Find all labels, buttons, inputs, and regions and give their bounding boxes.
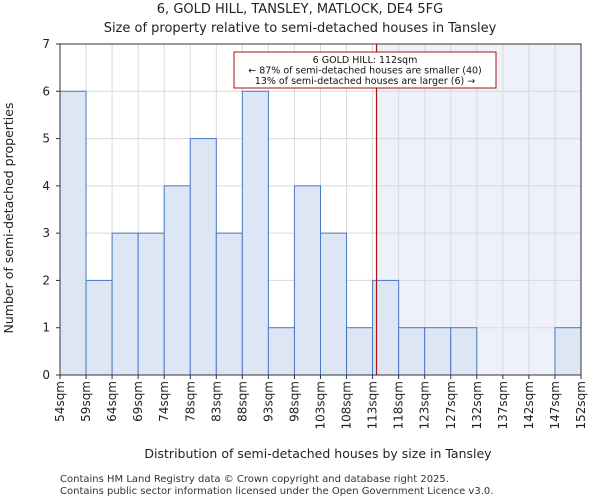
y-tick-label: 7 <box>42 37 50 51</box>
histogram-bar <box>320 232 348 376</box>
footer-line-2: Contains public sector information licen… <box>60 486 493 497</box>
histogram-bar <box>85 279 113 376</box>
x-tick-label: 142sqm <box>522 381 536 429</box>
x-tick-label: 118sqm <box>392 381 406 429</box>
y-tick-label: 1 <box>42 321 50 335</box>
chart-title: 6, GOLD HILL, TANSLEY, MATLOCK, DE4 5FG <box>157 2 443 17</box>
x-tick-label: 103sqm <box>314 381 328 429</box>
x-tick-label: 113sqm <box>366 381 380 429</box>
x-tick-label: 98sqm <box>287 381 301 422</box>
y-tick-label: 2 <box>42 273 50 287</box>
x-tick-label: 69sqm <box>131 381 145 422</box>
histogram-bar <box>189 138 217 376</box>
x-tick-label: 132sqm <box>470 381 484 429</box>
x-tick-label: 152sqm <box>574 381 588 429</box>
y-tick-label: 4 <box>42 179 50 193</box>
footer-line-1: Contains HM Land Registry data © Crown c… <box>60 474 449 485</box>
histogram-bar <box>293 185 322 376</box>
annotation-line-3: 13% of semi-detached houses are larger (… <box>255 76 475 87</box>
annotation-line-2: ← 87% of semi-detached houses are smalle… <box>248 66 482 77</box>
x-tick-label: 64sqm <box>105 381 119 422</box>
marker-annotation: 6 GOLD HILL: 112sqm ← 87% of semi-detach… <box>233 51 497 89</box>
histogram-bar <box>267 327 295 376</box>
x-axis-label: Distribution of semi-detached houses by … <box>144 446 492 461</box>
x-tick-label: 78sqm <box>183 381 197 422</box>
y-tick-label: 0 <box>42 368 50 382</box>
larger-region-shade <box>376 44 581 375</box>
histogram-bar <box>346 327 374 376</box>
x-tick-label: 74sqm <box>157 381 171 422</box>
histogram-bar <box>111 232 139 376</box>
annotation-line-1: 6 GOLD HILL: 112sqm <box>313 55 418 66</box>
x-tick-label: 137sqm <box>496 381 510 429</box>
histogram-bar <box>163 185 191 376</box>
chart-subtitle: Size of property relative to semi-detach… <box>104 21 497 36</box>
x-tick-label: 83sqm <box>209 381 223 422</box>
x-tick-label: 59sqm <box>79 381 93 422</box>
histogram-bar <box>215 232 243 376</box>
histogram-bar <box>137 232 165 376</box>
histogram-bar <box>554 327 582 376</box>
x-tick-label: 123sqm <box>418 381 432 429</box>
annotation-box <box>233 51 497 89</box>
y-tick-label: 6 <box>42 84 50 98</box>
histogram-bar <box>450 327 478 376</box>
y-tick-label: 5 <box>42 132 50 146</box>
histogram-bar <box>424 327 452 376</box>
histogram-bar <box>59 90 87 376</box>
x-tick-label: 108sqm <box>340 381 354 429</box>
y-tick-label: 3 <box>42 226 50 240</box>
x-tick-label: 127sqm <box>444 381 458 429</box>
histogram-bar <box>398 327 426 376</box>
histogram-bar <box>241 90 269 376</box>
x-tick-label: 147sqm <box>548 381 562 429</box>
x-tick-label: 93sqm <box>261 381 275 422</box>
x-tick-label: 54sqm <box>53 381 67 422</box>
x-tick-label: 88sqm <box>235 381 249 422</box>
y-axis-label: Number of semi-detached properties <box>1 103 16 334</box>
